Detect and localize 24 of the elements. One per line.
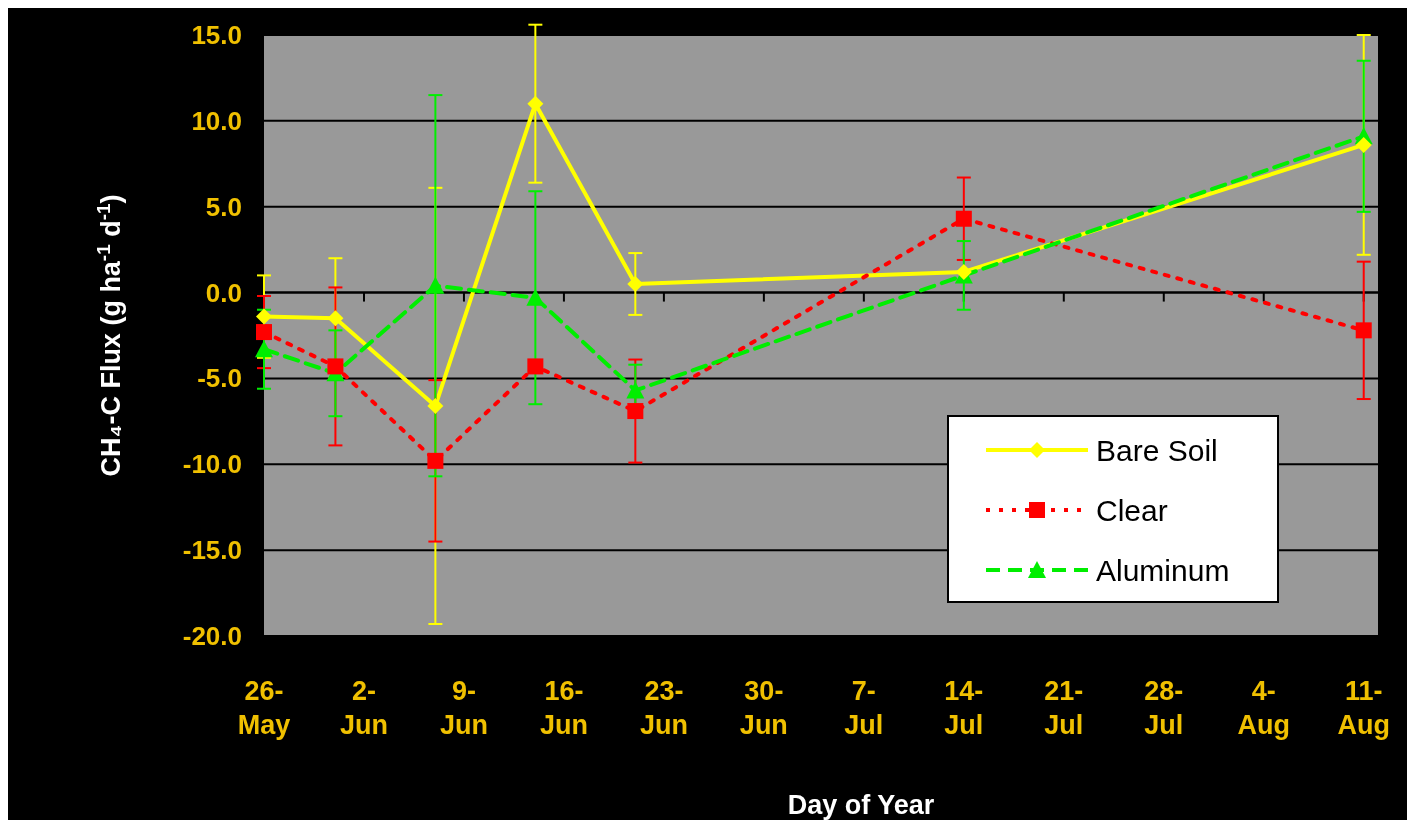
y-tick-label: -10.0 <box>182 449 242 480</box>
x-tick-label: 16-Jun <box>539 676 588 740</box>
y-tick-label: -20.0 <box>182 621 242 651</box>
x-tick-label: 2-Jun <box>339 676 388 740</box>
x-tick-label: 26-May <box>237 676 291 740</box>
x-tick-label: 28-Jul <box>1144 676 1184 740</box>
x-tick-label: 30-Jun <box>739 676 788 740</box>
legend-label: Aluminum <box>1096 554 1230 587</box>
legend-label: Clear <box>1096 494 1168 527</box>
x-tick-label: 4-Aug <box>1237 676 1290 740</box>
x-tick-label: 23-Jun <box>639 676 688 740</box>
x-tick-label: 21-Jul <box>1044 676 1084 740</box>
legend-label: Bare Soil <box>1096 434 1218 467</box>
y-tick-label: 15.0 <box>191 20 242 50</box>
y-tick-label: 10.0 <box>191 105 242 136</box>
x-axis-title: Day of Year <box>787 790 935 820</box>
x-tick-label: 7-Jul <box>844 676 884 740</box>
y-tick-label: -15.0 <box>182 535 242 566</box>
y-tick-label: 5.0 <box>205 191 242 222</box>
y-tick-label: -5.0 <box>197 363 242 394</box>
x-tick-label: 11-Aug <box>1337 676 1390 740</box>
x-tick-label: 9-Jun <box>439 676 488 740</box>
x-tick-label: 14-Jul <box>944 676 984 740</box>
y-tick-label: 0.0 <box>205 277 242 308</box>
